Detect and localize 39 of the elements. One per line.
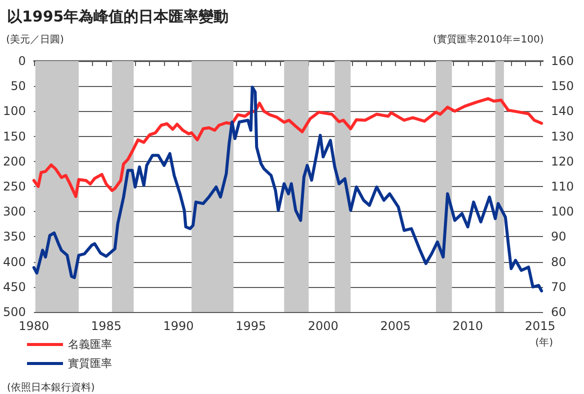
y-tick-label: 100 [3,104,26,118]
y-tick-label: 250 [3,180,26,194]
y2-tick-label: 120 [551,154,574,168]
y2-tick-label: 110 [551,180,574,194]
y2-tick-label: 90 [551,230,566,244]
chart-title: 以1995年為峰值的日本匯率變動 [7,8,229,26]
line-series [32,86,544,292]
y2-tick-label: 80 [551,254,566,269]
x-tick-label: 2005 [380,319,411,333]
legend-label: 實質匯率 [68,357,112,370]
x-tick-label: 1980 [18,319,50,333]
x-tick-label: 2000 [308,319,338,333]
y2-tick-label: 150 [551,79,574,94]
x-tick-label: 1995 [236,319,266,333]
y-tick-label: 450 [3,280,26,294]
x-tick-label: 2015 [524,319,556,333]
x-axis-title: (年) [535,336,554,348]
x-tick-label: 2010 [452,319,484,333]
y-tick-label: 150 [3,129,26,144]
y-tick-label: 50 [10,79,26,94]
x-tick-label: 1985 [90,319,122,333]
y2-tick-label: 160 [551,54,574,68]
y-tick-label: 350 [3,230,26,244]
y-tick-label: 400 [3,254,26,269]
x-tick-label: 1990 [163,319,194,333]
line-series [32,97,544,198]
y2-tick-label: 140 [551,104,574,118]
y2-tick-label: 70 [551,280,566,294]
y2-tick-label: 100 [551,204,574,219]
y2-tick-label: 130 [551,129,574,144]
y-tick-label: 200 [3,154,26,168]
y2-axis-title: (實質匯率2010年=100) [433,34,544,46]
legend-label: 名義匯率 [68,338,112,351]
y-tick-label: 500 [3,305,26,319]
y2-tick-label: 60 [551,305,566,319]
y-tick-label: 0 [18,54,26,68]
text: (依照日本銀行資料) [7,382,95,394]
y-tick-label: 300 [3,204,26,219]
y-axis-title: (美元／日圓) [6,34,64,46]
